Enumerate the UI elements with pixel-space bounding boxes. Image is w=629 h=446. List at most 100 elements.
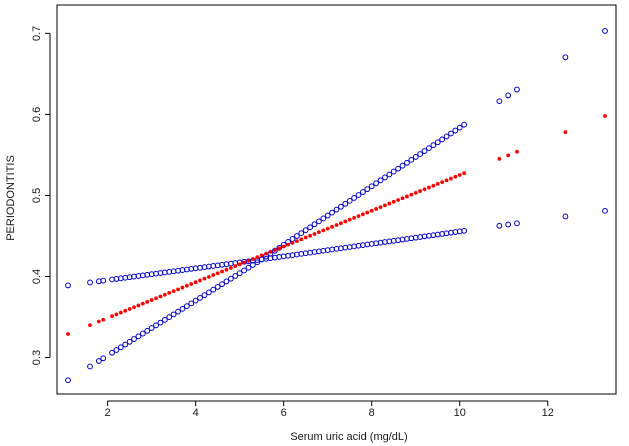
upper-ci-point — [443, 133, 450, 140]
upper-ci-point — [602, 28, 608, 34]
estimate-point — [180, 285, 185, 290]
lower-ci-point — [179, 305, 186, 312]
upper-ci-point — [448, 130, 454, 137]
upper-ci-point — [377, 177, 384, 184]
upper-ci-point — [412, 154, 419, 160]
estimate-point — [343, 219, 348, 224]
lower-ci-point — [562, 213, 569, 220]
upper-ci-point — [87, 279, 93, 286]
estimate-point — [176, 287, 180, 292]
lower-ci-point — [139, 330, 146, 337]
estimate-point — [413, 190, 418, 195]
x-tick-label: 12 — [542, 407, 554, 419]
lower-ci-point — [153, 322, 159, 329]
estimate-point — [224, 267, 229, 272]
lower-ci-point — [254, 259, 261, 266]
lower-ci-point — [170, 311, 177, 318]
upper-ci-point — [452, 127, 459, 134]
estimate-point — [316, 230, 321, 235]
upper-ci-point — [311, 221, 318, 228]
upper-ci-point — [351, 195, 358, 201]
estimate-point — [409, 192, 414, 197]
upper-ci-point — [289, 236, 296, 242]
estimate-point — [321, 228, 326, 233]
lower-ci-point — [131, 336, 137, 342]
estimate-point — [110, 314, 114, 319]
estimate-point — [277, 246, 282, 251]
lower-ci-point — [117, 344, 124, 351]
upper-ci-point — [65, 282, 71, 289]
estimate-point — [378, 205, 383, 210]
estimate-point — [457, 173, 462, 177]
estimate-point — [264, 251, 268, 256]
estimate-point — [246, 258, 251, 263]
upper-ci-point — [461, 121, 468, 128]
upper-ci-point — [426, 145, 432, 152]
upper-ci-point — [307, 224, 313, 231]
estimate-point — [387, 201, 392, 206]
upper-ci-point — [298, 230, 305, 237]
upper-ci-point — [514, 86, 520, 93]
estimate-point — [303, 235, 308, 240]
estimate-point — [374, 207, 379, 211]
upper-ci-point — [324, 212, 331, 219]
y-axis-title: PERIODONTITIS — [5, 155, 17, 241]
upper-ci-point — [315, 218, 322, 225]
estimate-point — [154, 296, 158, 301]
upper-ci-point — [390, 168, 397, 175]
estimate-point — [88, 323, 92, 327]
upper-ci-point — [364, 186, 371, 193]
estimate-point — [158, 294, 163, 299]
estimate-point — [400, 196, 405, 201]
estimate-point — [215, 271, 220, 276]
estimate-point — [462, 171, 467, 176]
estimate-point — [334, 223, 339, 227]
lower-ci-point — [210, 286, 217, 293]
estimate-point — [563, 130, 568, 135]
estimate-point — [237, 262, 242, 267]
upper-ci-point — [399, 162, 406, 169]
upper-ci-point — [434, 139, 441, 146]
lower-ci-point — [214, 284, 221, 290]
estimate-point — [352, 215, 357, 220]
upper-ci-point — [338, 203, 344, 210]
upper-ci-point — [496, 98, 503, 105]
lower-ci-point — [227, 275, 234, 282]
estimate-point — [325, 226, 330, 231]
estimate-point — [268, 249, 273, 254]
upper-ci-point — [421, 148, 428, 154]
estimate-point — [272, 248, 277, 252]
lower-ci-point — [161, 316, 168, 323]
estimate-point — [211, 273, 216, 277]
estimate-point — [361, 212, 365, 217]
lower-ci-point — [236, 270, 243, 277]
estimate-point — [233, 264, 238, 269]
estimate-point — [193, 280, 198, 285]
estimate-point — [162, 292, 167, 297]
estimate-point — [603, 114, 607, 118]
estimate-point — [220, 269, 224, 274]
estimate-point — [149, 298, 154, 302]
lower-ci-point — [135, 333, 142, 340]
lower-ci-point — [113, 347, 120, 353]
estimate-point — [449, 176, 453, 181]
estimate-point — [228, 266, 233, 270]
estimate-point — [308, 233, 312, 238]
estimate-point — [250, 257, 255, 261]
lower-ci-point — [201, 292, 208, 299]
x-axis-title: Serum uric acid (mg/dL) — [290, 431, 407, 443]
lower-ci-point — [183, 303, 190, 310]
y-tick-label: 0.3 — [31, 350, 43, 365]
upper-ci-point — [373, 180, 380, 187]
estimate-point — [312, 232, 317, 236]
lower-ci-point — [166, 314, 173, 321]
estimate-point — [396, 198, 401, 202]
lower-ci-point — [109, 349, 115, 356]
estimate-point — [427, 185, 431, 190]
estimate-point — [347, 217, 352, 222]
lower-ci-point — [496, 222, 503, 229]
lower-ci-point — [188, 300, 195, 307]
estimate-point — [259, 253, 264, 258]
y-tick-label: 0.5 — [31, 188, 43, 203]
estimate-point — [365, 210, 370, 215]
